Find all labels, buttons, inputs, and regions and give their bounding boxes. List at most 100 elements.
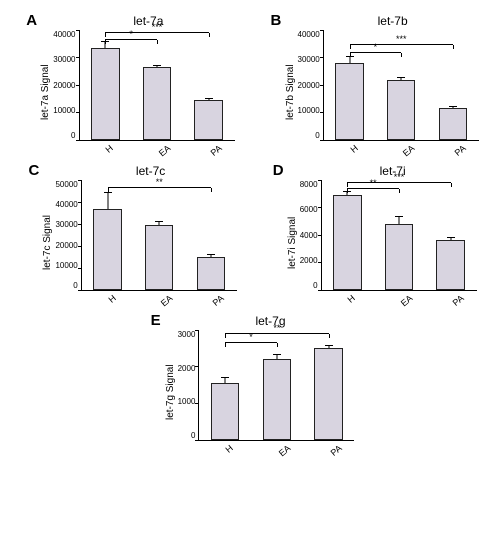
bar xyxy=(314,348,342,440)
x-tick-label: EA xyxy=(401,143,417,158)
error-bar xyxy=(210,255,211,257)
error-cap xyxy=(325,345,333,346)
error-cap xyxy=(205,98,213,99)
y-tick-label: 20000 xyxy=(53,81,75,90)
y-tick-label: 10000 xyxy=(298,106,320,115)
error-bar xyxy=(225,378,226,382)
significance-end xyxy=(209,33,210,37)
error-cap xyxy=(104,192,112,193)
bar xyxy=(143,67,171,140)
x-tick-label: EA xyxy=(157,143,173,158)
panel-label: A xyxy=(26,12,37,29)
panel-E: Elet-7glet-7g Signal3000200010000***HEAP… xyxy=(147,310,377,455)
bar xyxy=(194,100,222,140)
x-tick-label: H xyxy=(224,443,235,455)
significance-end xyxy=(225,334,226,338)
error-cap xyxy=(221,377,229,378)
y-tick-mark xyxy=(320,112,324,113)
y-tick-mark xyxy=(76,30,80,31)
significance-line xyxy=(225,333,328,334)
y-tick-label: 30000 xyxy=(298,55,320,64)
y-axis-label: let-7i Signal xyxy=(287,180,298,305)
chart-wrap: let-7alet-7a Signal400003000020000100000… xyxy=(40,14,256,155)
bar xyxy=(93,209,121,290)
significance-end xyxy=(329,334,330,338)
x-tick-label: EA xyxy=(277,443,293,458)
y-tick-mark xyxy=(318,207,322,208)
chart-body: let-7b Signal400003000020000100000****HE… xyxy=(285,30,501,155)
significance-line xyxy=(105,32,208,33)
error-bar xyxy=(401,78,402,80)
panel-B: Blet-7blet-7b Signal40000300002000010000… xyxy=(267,10,501,155)
significance-end xyxy=(108,188,109,192)
error-cap xyxy=(207,254,215,255)
y-tick-label: 3000 xyxy=(178,330,196,339)
y-tick-label: 2000 xyxy=(300,256,318,265)
y-tick-label: 2000 xyxy=(178,364,196,373)
y-tick-mark xyxy=(320,85,324,86)
x-tick-label: H xyxy=(348,143,359,155)
bar xyxy=(333,195,361,290)
y-axis-label: let-7g Signal xyxy=(165,330,176,455)
significance-end xyxy=(350,53,351,57)
y-tick-label: 40000 xyxy=(55,200,77,209)
bar xyxy=(439,108,467,140)
x-tick-labels: HEAPA xyxy=(321,291,476,305)
significance-end xyxy=(451,183,452,187)
x-tick-labels: HEAPA xyxy=(81,291,236,305)
x-tick-label: PA xyxy=(211,293,226,308)
error-cap xyxy=(395,216,403,217)
x-tick-labels: HEAPA xyxy=(323,141,478,155)
significance-line xyxy=(225,342,277,343)
chart-wrap: let-7clet-7c Signal500004000030000200001… xyxy=(42,164,258,305)
x-tick-label: H xyxy=(106,293,117,305)
significance-end xyxy=(347,183,348,187)
chart-wrap: let-7blet-7b Signal400003000020000100000… xyxy=(285,14,501,155)
y-tick-mark xyxy=(78,268,82,269)
x-tick-labels: H EA PA xyxy=(198,441,353,455)
y-tick-label: 40000 xyxy=(298,30,320,39)
significance-end xyxy=(105,40,106,44)
chart-wrap: let-7ilet-7i Signal80006000400020000****… xyxy=(287,164,499,305)
figure-root: Alet-7alet-7a Signal40000300002000010000… xyxy=(10,10,503,455)
y-tick-mark xyxy=(76,85,80,86)
error-cap xyxy=(397,77,405,78)
y-tick-mark xyxy=(318,262,322,263)
y-tick-mark xyxy=(320,30,324,31)
error-bar xyxy=(208,99,209,100)
error-cap xyxy=(273,354,281,355)
y-tick-mark xyxy=(320,57,324,58)
x-tick-labels: HEAPA xyxy=(79,141,234,155)
y-tick-label: 40000 xyxy=(53,30,75,39)
significance-line xyxy=(347,188,399,189)
y-tick-mark xyxy=(195,330,199,331)
error-bar xyxy=(157,66,158,67)
bar xyxy=(387,80,415,141)
chart-body: let-7c Signal50000400003000020000100000*… xyxy=(42,180,258,305)
panel-C: Clet-7clet-7c Signal50000400003000020000… xyxy=(24,160,258,305)
significance-label: *** xyxy=(394,172,405,182)
chart-wrap: let-7glet-7g Signal3000200010000***HEAPA xyxy=(165,314,377,455)
y-tick-label: 30000 xyxy=(55,220,77,229)
y-tick-mark xyxy=(78,224,82,225)
significance-end xyxy=(157,40,158,44)
significance-line xyxy=(347,182,450,183)
x-tick-label: PA xyxy=(328,443,343,458)
y-tick-label: 10000 xyxy=(55,261,77,270)
y-tick-mark xyxy=(318,235,322,236)
bar xyxy=(385,224,413,290)
panel-label: E xyxy=(151,312,161,329)
panel-D: Dlet-7ilet-7i Signal80006000400020000***… xyxy=(269,160,499,305)
y-tick-labels: 50000400003000020000100000 xyxy=(55,180,80,290)
y-tick-mark xyxy=(195,403,199,404)
y-axis-label: let-7a Signal xyxy=(40,30,51,155)
significance-end xyxy=(350,45,351,49)
y-tick-mark xyxy=(195,366,199,367)
significance-end xyxy=(211,188,212,192)
significance-end xyxy=(105,33,106,37)
y-tick-label: 50000 xyxy=(55,180,77,189)
y-tick-mark xyxy=(78,180,82,181)
significance-label: *** xyxy=(396,34,407,44)
y-tick-mark xyxy=(78,202,82,203)
y-tick-label: 20000 xyxy=(298,81,320,90)
